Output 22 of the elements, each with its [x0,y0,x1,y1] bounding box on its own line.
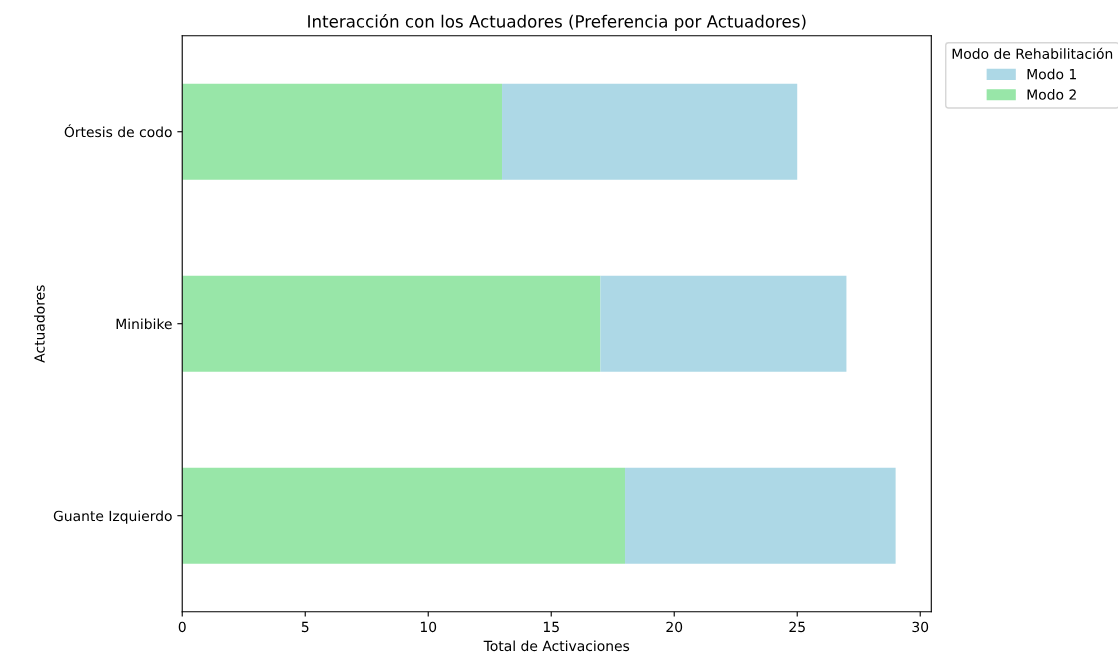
y-axis-title: Actuadores [34,285,45,363]
bar [182,275,601,372]
bar [182,467,626,564]
x-tick-label: 25 [789,621,805,633]
x-tick-label: 15 [543,621,559,633]
x-tick-label: 10 [420,621,437,633]
legend-label: Modo 2 [1027,89,1076,100]
bar [502,83,798,180]
x-axis-title: Total de Activaciones [483,640,630,652]
bar [625,467,896,564]
legend-title: Modo de Rehabilitación [952,47,1113,59]
y-tick-label: Órtesis de codo [64,124,172,138]
x-tick-label: 5 [301,621,309,633]
bar [600,275,847,372]
bar [182,83,503,180]
x-tick-label: 0 [178,621,186,633]
y-tick-label: Minibike [116,318,172,330]
legend-label: Modo 1 [1027,68,1076,80]
y-tick-label: Guante Izquierdo [53,510,172,524]
x-tick-label: 30 [912,621,929,633]
x-tick-label: 20 [666,621,683,633]
chart-title: Interacción con los Actuadores (Preferencia por Actuadores) [308,14,806,31]
